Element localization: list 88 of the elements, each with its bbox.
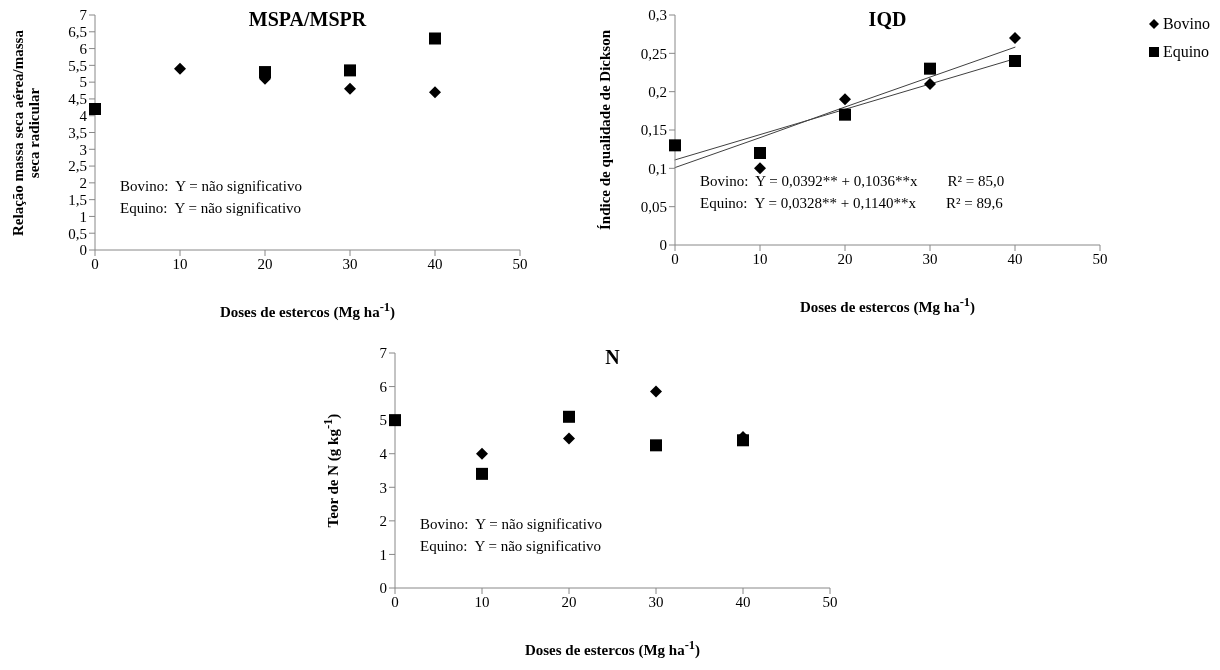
annotation: Equino: Y = não significativo [120, 199, 302, 218]
x-tick-label: 40 [427, 255, 443, 272]
point [737, 434, 749, 447]
point [174, 62, 186, 75]
chart-title: IQD [867, 8, 908, 31]
x-tick-label: 50 [1092, 250, 1108, 267]
x-tick-label: 30 [648, 593, 664, 610]
y-tick-label: 4 [379, 446, 388, 463]
point [650, 385, 662, 398]
y-tick-label: 4 [79, 108, 88, 125]
point [924, 78, 936, 90]
x-tick-label: 40 [735, 593, 751, 610]
point [754, 147, 766, 159]
x-axis-title: Doses de estercos (Mg ha$^{-1}$) [523, 638, 702, 659]
y-tick-label: 1 [79, 208, 87, 225]
y-tick-label: 0 [379, 580, 387, 597]
point [563, 410, 575, 423]
y-axis-title: Relação massa seca aérea/massa seca radicular [9, 28, 41, 238]
x-tick-label: 30 [342, 255, 358, 272]
annotation: Equino: Y = 0,0328** + 0,1140**x R² = 89,6 [700, 194, 1004, 213]
y-tick-label: 6 [379, 378, 388, 395]
y-tick-label: 0,05 [640, 198, 667, 215]
line-series [674, 46, 1016, 169]
y-tick-label: 1 [379, 546, 387, 563]
point [754, 162, 766, 175]
point [344, 64, 356, 77]
point [1009, 32, 1021, 44]
annotation: Equino: Y = não significativo [420, 537, 602, 556]
y-tick-label: 2 [379, 513, 387, 530]
y-tick-label: 3 [379, 479, 387, 496]
x-axis-title: Doses de estercos (Mg ha$^{-1}$) [218, 300, 397, 321]
legend-label: Bovino [1162, 14, 1210, 34]
y-tick-label: 5 [379, 412, 387, 429]
point [1009, 55, 1021, 67]
x-tick-label: 50 [822, 593, 838, 610]
y-tick-label: 0,15 [640, 122, 667, 139]
y-tick-label: 2 [79, 175, 87, 192]
x-tick-label: 0 [91, 255, 99, 272]
y-tick-label: 3,5 [68, 124, 87, 141]
point [476, 447, 488, 460]
point [259, 66, 271, 79]
point [924, 62, 936, 75]
point [89, 103, 101, 115]
point [650, 439, 662, 452]
y-axis-title: Índice de qualidade de Dickson [597, 29, 613, 233]
point [344, 82, 356, 95]
y-tick-label: 0,1 [648, 160, 667, 177]
chart-title: MSPA/MSPR [247, 8, 368, 31]
x-tick-label: 40 [1007, 250, 1023, 267]
y-tick-label: 0,3 [648, 7, 667, 24]
x-tick-label: 20 [257, 255, 273, 272]
x-tick-label: 20 [561, 593, 577, 610]
point [563, 432, 575, 445]
y-tick-label: 4,5 [68, 91, 87, 108]
x-tick-label: 0 [671, 250, 679, 267]
point [429, 32, 441, 45]
y-tick-label: 5 [79, 74, 87, 91]
x-tick-label: 30 [922, 250, 938, 267]
x-tick-label: 10 [474, 593, 490, 610]
y-tick-label: 2,5 [68, 158, 87, 175]
y-tick-label: 0,25 [640, 45, 667, 62]
point [389, 414, 401, 427]
point [839, 108, 851, 121]
y-tick-label: 7 [379, 345, 388, 362]
y-tick-label: 6,5 [68, 24, 87, 41]
x-tick-label: 0 [391, 593, 399, 610]
annotation: Bovino: Y = não significativo [120, 177, 302, 196]
y-tick-label: 1,5 [68, 191, 87, 208]
x-axis-title: Doses de estercos (Mg ha$^{-1}$) [798, 295, 977, 316]
y-tick-label: 3 [79, 141, 87, 158]
y-tick-label: 5,5 [68, 57, 87, 74]
point [476, 467, 488, 480]
y-tick-label: 7 [79, 7, 88, 24]
y-tick-label: 6 [79, 40, 88, 57]
y-tick-label: 0,2 [648, 83, 667, 100]
point [669, 139, 681, 152]
y-tick-label: 0 [659, 237, 667, 254]
annotation: Bovino: Y = não significativo [420, 515, 602, 534]
x-tick-label: 10 [752, 250, 768, 267]
annotation: Bovino: Y = 0,0392** + 0,1036**x R² = 85,0 [700, 172, 1005, 191]
point [839, 93, 851, 106]
x-tick-label: 20 [837, 250, 853, 267]
x-tick-label: 10 [172, 255, 188, 272]
y-tick-label: 0,5 [68, 225, 87, 242]
x-tick-label: 50 [512, 255, 528, 272]
chart-title: N [604, 346, 621, 369]
point [429, 86, 441, 99]
legend-label: Equino [1162, 42, 1210, 63]
